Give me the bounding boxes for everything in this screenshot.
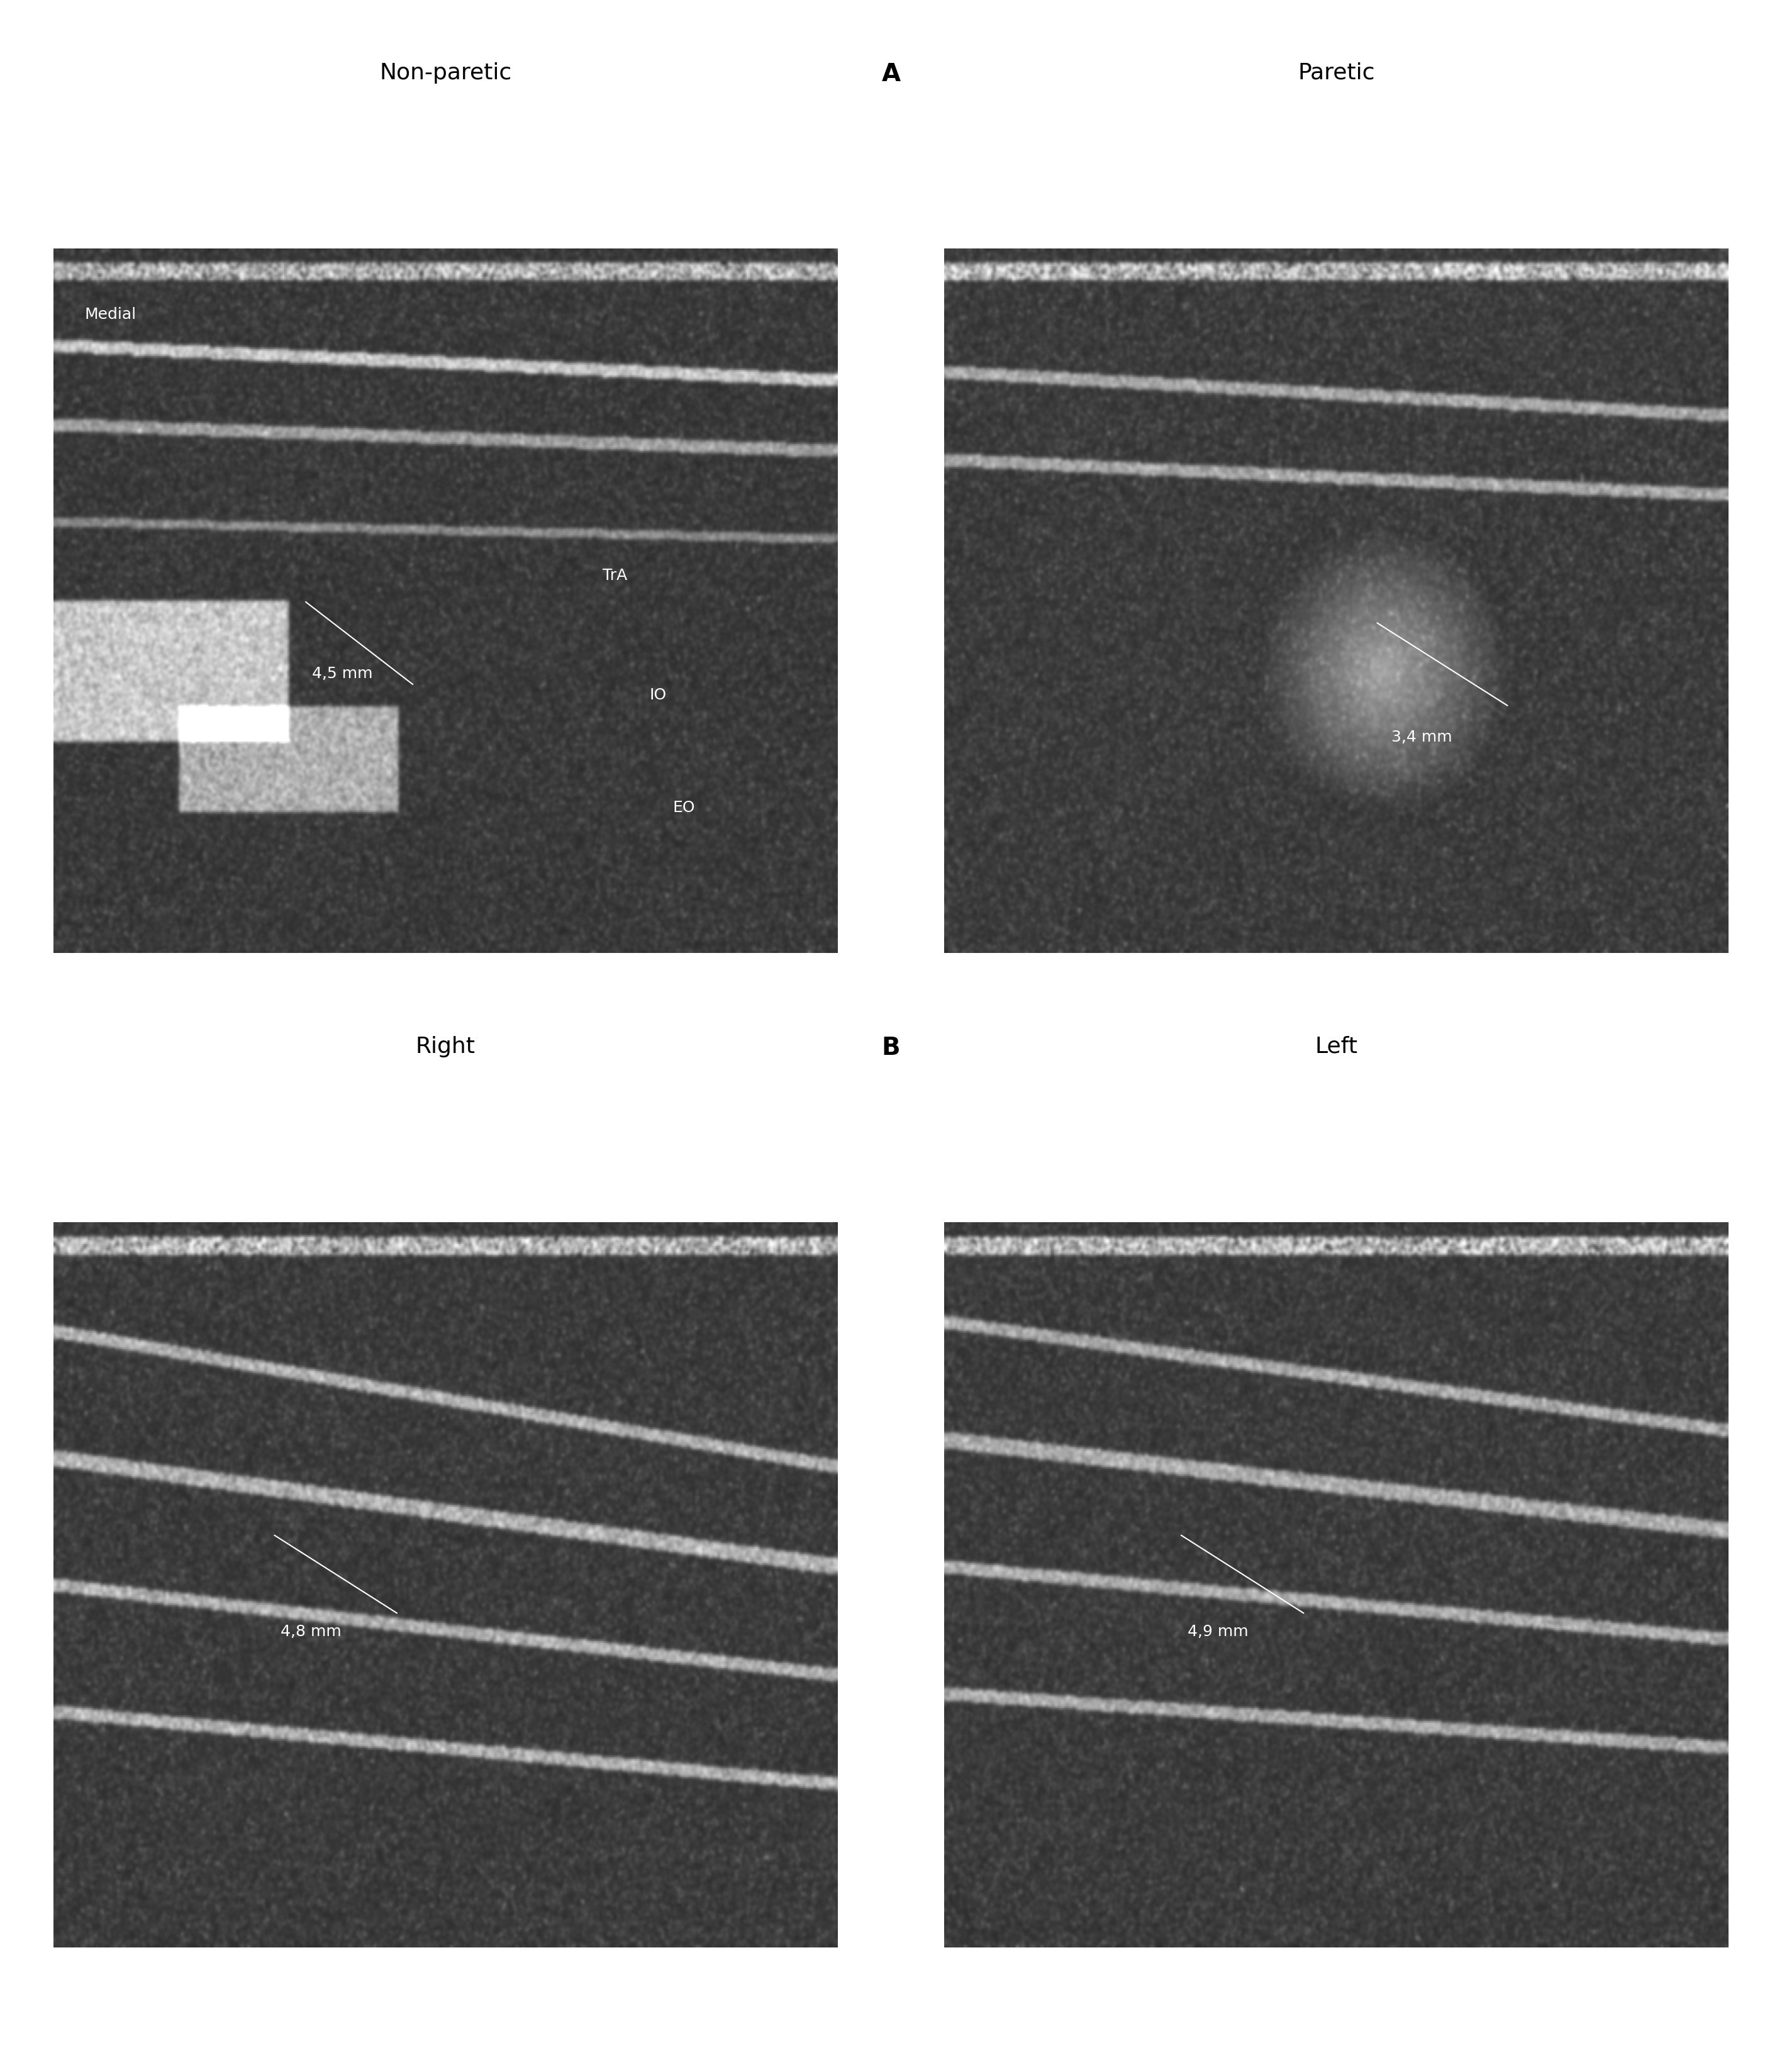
Text: 3,4 mm: 3,4 mm (1392, 729, 1452, 746)
Text: Non-paretic: Non-paretic (380, 62, 511, 83)
Text: Right: Right (415, 1036, 476, 1057)
Text: B: B (882, 1036, 900, 1061)
Text: Medial: Medial (86, 307, 137, 323)
Text: TrA: TrA (602, 568, 627, 582)
Text: A: A (882, 62, 900, 87)
Text: EO: EO (674, 800, 695, 816)
Text: IO: IO (649, 688, 666, 702)
Text: Left: Left (1315, 1036, 1358, 1057)
Text: 4,5 mm: 4,5 mm (312, 667, 372, 682)
Text: 4,8 mm: 4,8 mm (282, 1624, 342, 1639)
Text: 4,9 mm: 4,9 mm (1187, 1624, 1249, 1639)
Text: Paretic: Paretic (1297, 62, 1376, 83)
